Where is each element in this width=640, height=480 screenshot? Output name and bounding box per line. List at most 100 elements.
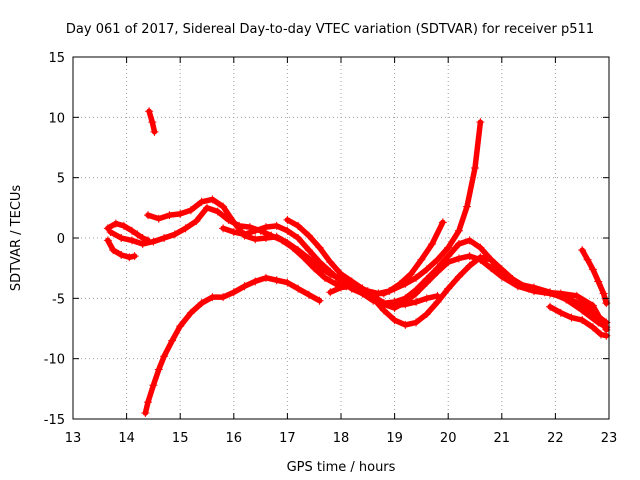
data-point — [476, 243, 485, 252]
y-axis-label: SDTVAR / TECUs — [9, 185, 24, 292]
data-point — [160, 352, 169, 361]
chart-title: Day 061 of 2017, Sidereal Day-to-day VTE… — [66, 22, 594, 37]
data-point — [594, 277, 603, 286]
data-point — [208, 195, 217, 204]
series-track-2 — [141, 273, 324, 417]
data-point — [154, 365, 163, 374]
series-track-10 — [337, 118, 485, 298]
data-point — [304, 231, 313, 240]
data-point — [422, 294, 431, 303]
data-point — [358, 284, 367, 293]
data-point — [594, 318, 603, 327]
data-point — [337, 270, 345, 279]
data-point — [578, 246, 587, 255]
data-point — [476, 118, 485, 127]
y-tick-label: 10 — [48, 111, 65, 126]
data-point — [176, 209, 185, 218]
data-point — [433, 264, 442, 273]
series-line — [146, 108, 158, 135]
x-tick-label: 19 — [386, 431, 403, 446]
data-point — [148, 118, 157, 127]
y-tick-label: 5 — [57, 172, 65, 187]
series-track-11 — [546, 302, 611, 340]
data-point — [103, 236, 112, 245]
data-point — [149, 381, 158, 390]
x-tick-label: 15 — [172, 431, 189, 446]
data-point — [578, 316, 587, 325]
data-point — [160, 234, 169, 242]
data-point — [438, 218, 447, 227]
data-point — [119, 221, 128, 230]
data-point — [596, 330, 605, 339]
data-point — [192, 217, 201, 226]
data-point — [251, 235, 260, 244]
data-point — [186, 308, 195, 317]
data-point — [261, 223, 270, 232]
data-point — [369, 296, 378, 305]
data-point — [283, 226, 292, 235]
data-point — [219, 293, 228, 302]
data-point — [272, 221, 281, 230]
grid-layer — [73, 57, 609, 419]
y-tick-label: 15 — [48, 51, 65, 66]
x-tick-label: 16 — [226, 431, 243, 446]
data-point — [145, 107, 154, 116]
data-point — [197, 299, 206, 308]
data-point — [141, 408, 150, 417]
data-point — [138, 240, 147, 249]
data-point — [304, 246, 313, 255]
data-point — [125, 253, 134, 262]
data-point — [326, 288, 335, 297]
data-point — [272, 276, 281, 285]
data-point — [462, 202, 471, 211]
data-point — [487, 255, 496, 264]
data-point — [513, 279, 522, 288]
data-point — [127, 236, 136, 245]
series-layer — [103, 107, 611, 417]
x-tick-label: 13 — [65, 431, 82, 446]
data-point — [331, 279, 340, 288]
series-track-12 — [578, 246, 611, 308]
data-point — [261, 234, 270, 242]
data-point — [422, 310, 431, 319]
data-point — [379, 306, 388, 315]
data-point — [422, 275, 431, 284]
data-point — [588, 265, 597, 274]
data-point — [379, 289, 388, 298]
data-point — [583, 255, 592, 264]
data-point — [454, 254, 463, 263]
data-point — [168, 336, 177, 345]
x-tick-label: 22 — [547, 431, 564, 446]
tick-layer: 13 14 15 16 17 18 19 20 21 22 23 15 10 5 0 -5 -10 -15 — [44, 51, 618, 446]
data-point — [390, 316, 399, 325]
data-point — [213, 207, 222, 216]
data-point — [294, 221, 303, 230]
x-tick-label: 14 — [118, 431, 135, 446]
data-point — [109, 246, 118, 255]
data-point — [176, 322, 185, 331]
data-point — [240, 230, 249, 239]
data-point — [315, 243, 324, 252]
data-point — [326, 258, 335, 267]
data-point — [117, 250, 126, 259]
data-point — [203, 203, 211, 212]
data-point — [433, 255, 442, 264]
data-point — [546, 288, 555, 297]
data-point — [149, 237, 158, 246]
data-point — [320, 273, 329, 282]
data-point — [406, 270, 415, 279]
data-point — [315, 296, 324, 305]
data-point — [283, 215, 292, 224]
data-point — [283, 238, 292, 247]
data-point — [379, 299, 388, 308]
data-point — [186, 206, 195, 215]
data-point — [444, 243, 453, 252]
data-point — [229, 288, 238, 297]
data-point — [272, 232, 281, 241]
data-point — [111, 219, 120, 228]
data-point — [170, 230, 179, 239]
data-point — [261, 273, 270, 282]
y-tick-label: 0 — [57, 232, 65, 247]
data-point — [599, 289, 608, 298]
